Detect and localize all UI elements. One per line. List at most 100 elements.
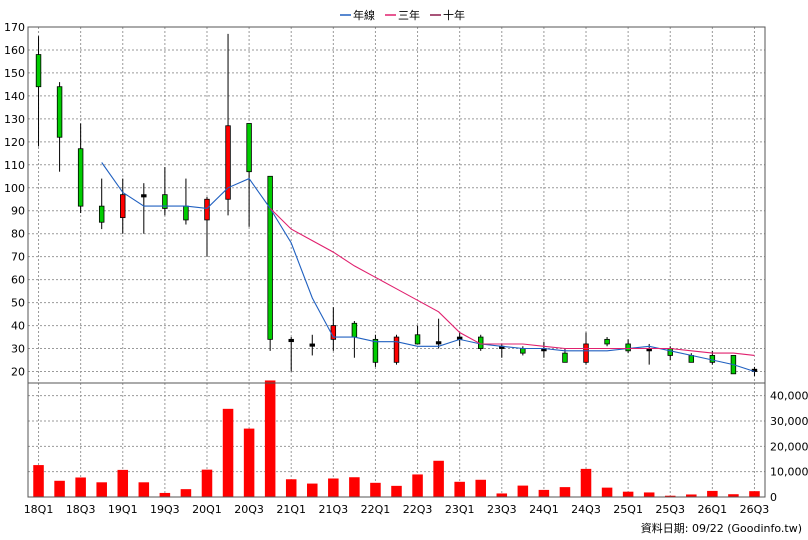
price-tick-label: 20	[11, 366, 25, 379]
candle	[141, 183, 147, 234]
candle	[77, 123, 84, 214]
volume-bar	[75, 477, 86, 497]
volume-tick-label: 0	[770, 491, 777, 504]
price-tick-label: 60	[11, 274, 25, 287]
price-tick-label: 90	[11, 205, 25, 218]
price-tick-label: 120	[4, 136, 25, 149]
volume-bar	[159, 492, 171, 497]
volume-bar	[243, 428, 255, 497]
price-tick-label: 170	[4, 21, 25, 34]
price-tick-label: 150	[4, 67, 25, 80]
legend-label-annual: 年線	[353, 8, 375, 22]
candle-body	[688, 355, 695, 363]
candle	[246, 123, 252, 227]
candle	[604, 337, 610, 347]
source-label: 資料日期: 09/22 (Goodinfo.tw)	[641, 521, 802, 535]
volume-bar	[664, 495, 676, 497]
candle-body	[225, 125, 231, 200]
price-tick-label: 40	[11, 320, 25, 333]
x-tick-label: 19Q3	[150, 503, 180, 516]
candle	[288, 337, 294, 372]
candle-body	[583, 343, 589, 363]
volume-bar	[201, 469, 213, 497]
x-tick-label: 21Q3	[319, 503, 349, 516]
candle-body	[246, 123, 252, 173]
volume-bar	[264, 380, 276, 497]
volume-tick-label: 40,000	[770, 390, 808, 403]
candle	[35, 36, 42, 147]
volume-bar	[643, 492, 655, 497]
x-tick-label: 22Q3	[403, 503, 433, 516]
moving-average-lines	[101, 162, 755, 373]
volume-bar	[475, 479, 486, 497]
x-tick-label: 24Q1	[529, 503, 559, 516]
candle-body	[604, 338, 610, 345]
volume-bar	[328, 478, 339, 497]
candle	[267, 175, 273, 351]
moving-average-line	[101, 162, 755, 373]
candle-body	[141, 194, 147, 198]
volume-bar	[749, 491, 760, 497]
legend: 年線 三年 十年	[340, 8, 465, 22]
x-tick-label: 19Q1	[108, 503, 138, 516]
x-tick-label: 25Q3	[655, 503, 685, 516]
candle-body	[667, 348, 673, 356]
price-tick-label: 160	[4, 44, 25, 57]
volume-bar	[180, 489, 192, 497]
volume-bar	[391, 485, 402, 497]
candle-body	[204, 198, 210, 221]
x-tick-label: 20Q3	[234, 503, 264, 516]
candle	[98, 178, 105, 230]
price-tick-label: 50	[11, 297, 25, 310]
candle	[309, 334, 315, 356]
candle	[120, 178, 126, 234]
candle-body	[120, 194, 126, 219]
candle-body	[162, 194, 168, 209]
volume-tick-label: 30,000	[770, 415, 808, 428]
volume-bar	[307, 483, 318, 497]
volume-bar	[96, 482, 107, 497]
volume-bar	[496, 493, 508, 497]
price-tick-label: 70	[11, 251, 25, 264]
volume-bar	[138, 482, 150, 497]
volume-bar	[686, 494, 697, 497]
x-tick-label: 26Q3	[740, 503, 770, 516]
candle	[435, 318, 442, 349]
price-tick-label: 30	[11, 343, 25, 356]
candlesticks	[35, 33, 758, 377]
volume-bar	[559, 487, 571, 497]
volume-bar	[622, 491, 634, 497]
legend-label-ten-year: 十年	[443, 8, 465, 22]
volume-bar	[222, 408, 234, 497]
price-tick-label: 110	[4, 159, 25, 172]
candle-body	[520, 348, 526, 354]
volume-bar	[285, 479, 297, 497]
price-tick-label: 100	[4, 182, 25, 195]
candle	[414, 325, 421, 345]
candle-body	[267, 175, 273, 340]
volume-tick-label: 10,000	[770, 466, 808, 479]
candle-body	[98, 205, 105, 223]
axes: 20 30 40 50 60 70 80 90 100 110 120 130 140 150 160 170…	[4, 21, 808, 516]
x-tick-label: 25Q1	[613, 503, 643, 516]
volume-bar	[54, 480, 65, 497]
volume-bar	[33, 465, 44, 497]
candle	[372, 334, 379, 367]
candle-body	[709, 355, 716, 363]
candle-body	[288, 338, 294, 343]
candle-body	[372, 338, 379, 363]
candle	[393, 334, 400, 365]
price-tick-label: 140	[4, 90, 25, 103]
candle	[204, 196, 210, 257]
x-tick-label: 23Q1	[445, 503, 475, 516]
candle-body	[35, 54, 42, 88]
legend-label-three-year: 三年	[398, 8, 420, 22]
candle-body	[414, 334, 421, 345]
volume-bar	[433, 460, 444, 497]
price-tick-label: 80	[11, 228, 25, 241]
x-tick-label: 23Q3	[487, 503, 517, 516]
volume-bar	[349, 477, 360, 497]
candle	[56, 82, 63, 172]
